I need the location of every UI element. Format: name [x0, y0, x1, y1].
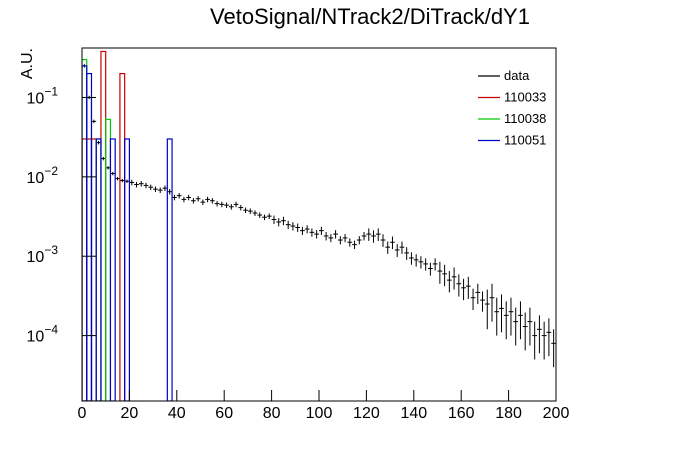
legend-label: 110038 — [504, 111, 546, 126]
x-tick-label: 160 — [448, 405, 475, 422]
x-tick-label: 0 — [78, 405, 87, 422]
chart-title: VetoSignal/NTrack2/DiTrack/dY1 — [210, 4, 530, 29]
x-tick-label: 120 — [353, 405, 380, 422]
legend-label: 110051 — [504, 133, 546, 148]
y-axis-label: A.U. — [19, 48, 36, 79]
x-tick-label: 140 — [400, 405, 427, 422]
bar — [166, 138, 173, 401]
x-tick-label: 20 — [121, 405, 139, 422]
x-tick-label: 200 — [543, 405, 570, 422]
x-tick-label: 40 — [168, 405, 186, 422]
x-tick-label: 60 — [215, 405, 233, 422]
bar — [109, 138, 116, 401]
bar — [95, 138, 102, 401]
x-tick-label: 180 — [495, 405, 522, 422]
x-tick-label: 80 — [263, 405, 281, 422]
legend-label: data — [504, 68, 530, 83]
x-tick-label: 100 — [306, 405, 333, 422]
legend-label: 110033 — [504, 90, 546, 105]
bar — [124, 138, 131, 401]
